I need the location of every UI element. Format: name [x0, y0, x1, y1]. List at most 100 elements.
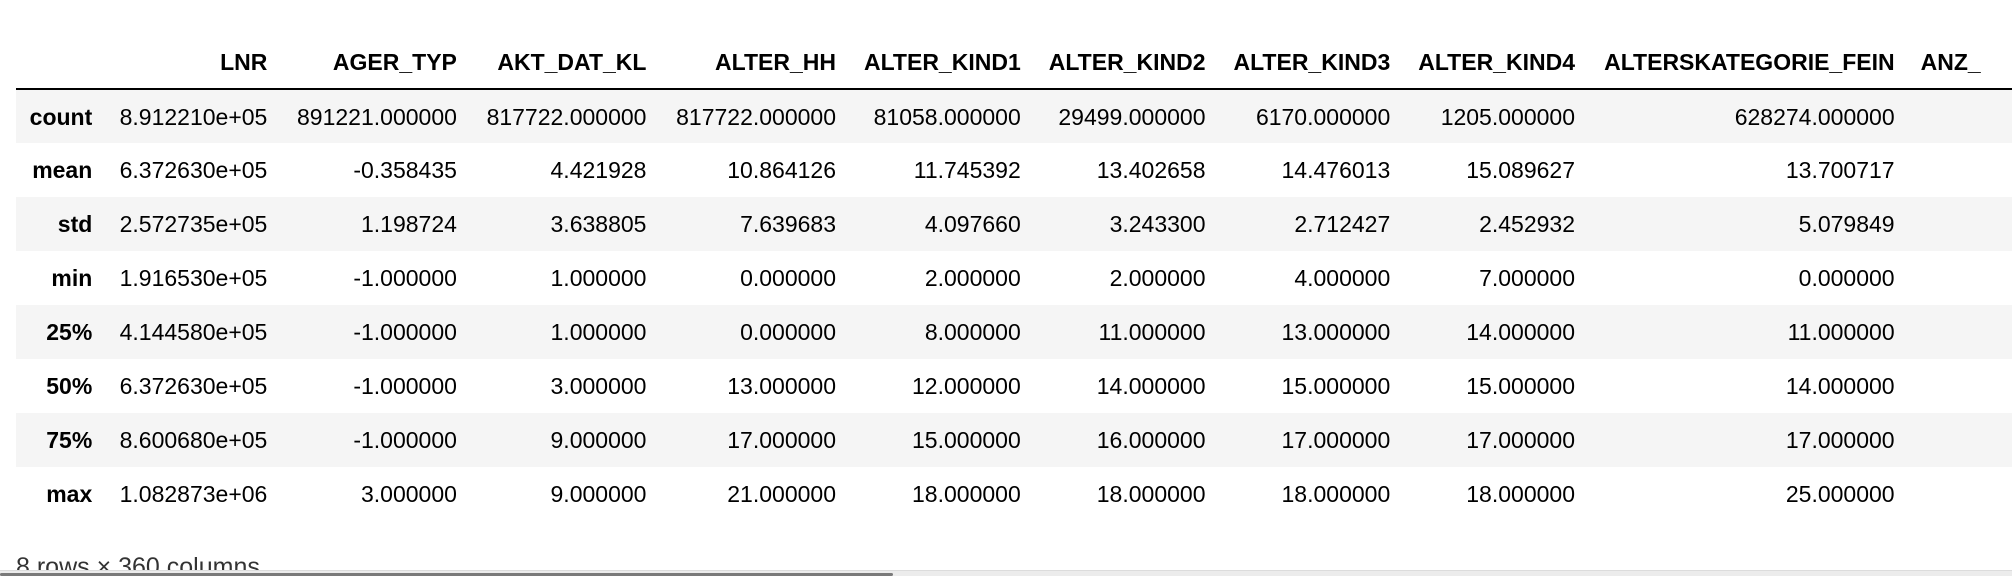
table-cell: 1.000000 [550, 264, 647, 291]
column-header: ALTER_KIND2 [1030, 36, 1216, 90]
table-cell: 15.000000 [1466, 372, 1575, 399]
table-cell: 11.745392 [913, 156, 1021, 183]
table-cell: 11.000000 [1787, 318, 1895, 345]
table-cell: 4.097660 [924, 210, 1021, 237]
table-cell: 4.144580e+05 [119, 318, 268, 345]
table-cell: 2.000000 [924, 264, 1021, 291]
table-cell: 15.000000 [912, 426, 1021, 453]
row-index-label: 75% [46, 426, 93, 453]
table-cell: 7.639683 [740, 210, 836, 237]
table-cell: 21.000000 [727, 480, 836, 507]
table-cell: 4.000000 [1294, 264, 1391, 291]
table-cell: 9.000000 [550, 426, 647, 453]
row-index-label: mean [32, 156, 93, 183]
table-cell: 628274.000000 [1734, 104, 1895, 130]
table-cell: 12.000000 [912, 372, 1021, 399]
table-cell: 6.372630e+05 [119, 372, 268, 399]
table-cell: 817722.000000 [676, 104, 836, 130]
column-header: ALTER_KIND3 [1215, 36, 1401, 90]
table-cell: 14.000000 [1466, 318, 1575, 345]
describe-dataframe-table: LNR AGER_TYP AKT_DAT_KL ALTER_HH ALTER_K… [16, 36, 2012, 521]
table-cell: 0.000000 [1798, 264, 1895, 291]
table-cell: 11.000000 [1098, 318, 1206, 345]
table-cell-truncated [1905, 359, 2012, 413]
horizontal-scrollbar-track[interactable] [0, 570, 2012, 576]
table-cell: 9.000000 [550, 480, 647, 507]
table-cell: 8.600680e+05 [119, 426, 268, 453]
table-cell: 2.572735e+05 [119, 210, 268, 237]
table-cell: 3.638805 [550, 210, 647, 237]
table-cell: -1.000000 [353, 264, 457, 291]
table-cell: 1.916530e+05 [119, 264, 268, 291]
table-cell: 0.000000 [740, 264, 836, 291]
column-header: ALTER_HH [656, 36, 846, 90]
table-cell: 14.476013 [1281, 156, 1391, 183]
table-cell-truncated [1905, 305, 2012, 359]
table-body: count 8.912210e+05 891221.000000 817722.… [16, 89, 2012, 521]
table-cell: 1.082873e+06 [119, 480, 268, 507]
table-cell-truncated [1905, 251, 2012, 305]
table-cell: 1205.000000 [1440, 104, 1575, 130]
table-cell: 891221.000000 [297, 104, 457, 130]
table-cell: 15.089627 [1466, 156, 1575, 183]
table-cell: -0.358435 [353, 156, 457, 183]
column-header: LNR [104, 36, 278, 90]
table-cell: 3.000000 [550, 372, 647, 399]
horizontal-scrollbar-thumb[interactable] [0, 573, 893, 576]
table-cell: 17.000000 [1281, 426, 1391, 453]
row-index-label: max [46, 480, 93, 507]
table-row: 50% 6.372630e+05 -1.000000 3.000000 13.0… [16, 359, 2012, 413]
table-cell: 5.079849 [1798, 210, 1895, 237]
table-cell: 8.912210e+05 [119, 104, 268, 130]
table-cell-truncated [1905, 89, 2012, 143]
table-cell: 10.864126 [727, 156, 836, 183]
table-cell: 17.000000 [1785, 426, 1895, 453]
table-row: max 1.082873e+06 3.000000 9.000000 21.00… [16, 467, 2012, 521]
table-cell: 2.452932 [1479, 210, 1575, 237]
row-index-label: 50% [46, 372, 93, 399]
column-header-truncated: ANZ_ [1904, 36, 2012, 90]
table-row: mean 6.372630e+05 -0.358435 4.421928 10.… [16, 143, 2012, 197]
table-cell: 817722.000000 [486, 104, 647, 130]
table-cell: 29499.000000 [1058, 104, 1206, 130]
table-cell: 13.700717 [1785, 156, 1895, 183]
table-cell: -1.000000 [353, 372, 457, 399]
table-cell: 3.243300 [1109, 210, 1206, 237]
table-cell: 25.000000 [1785, 480, 1895, 507]
table-cell: -1.000000 [353, 318, 457, 345]
table-cell: 18.000000 [912, 480, 1021, 507]
table-cell: 14.000000 [1096, 372, 1206, 399]
row-index-label: 25% [46, 318, 93, 345]
table-cell: 7.000000 [1479, 264, 1575, 291]
table-cell-truncated [1905, 143, 2012, 197]
table-cell-truncated [1905, 467, 2012, 521]
table-cell: 13.000000 [1281, 318, 1391, 345]
row-index-label: min [51, 264, 93, 291]
table-cell: 6.372630e+05 [119, 156, 268, 183]
table-cell: 13.402658 [1096, 156, 1206, 183]
table-cell: 81058.000000 [873, 104, 1021, 130]
table-cell: 17.000000 [727, 426, 836, 453]
table-cell: 6170.000000 [1255, 104, 1391, 130]
header-row: LNR AGER_TYP AKT_DAT_KL ALTER_HH ALTER_K… [16, 36, 2012, 90]
table-cell: 3.000000 [360, 480, 457, 507]
table-cell: 15.000000 [1281, 372, 1391, 399]
table-cell: 18.000000 [1096, 480, 1206, 507]
column-header: AKT_DAT_KL [466, 36, 657, 90]
table-row: 25% 4.144580e+05 -1.000000 1.000000 0.00… [16, 305, 2012, 359]
table-cell: -1.000000 [353, 426, 457, 453]
table-header: LNR AGER_TYP AKT_DAT_KL ALTER_HH ALTER_K… [16, 36, 2012, 90]
table-row: min 1.916530e+05 -1.000000 1.000000 0.00… [16, 251, 2012, 305]
table-cell: 1.000000 [550, 318, 647, 345]
index-header-blank [16, 36, 105, 90]
table-cell: 4.421928 [550, 156, 647, 183]
row-index-label: std [57, 210, 93, 237]
column-header: AGER_TYP [277, 36, 467, 90]
table-cell: 0.000000 [740, 318, 836, 345]
table-cell: 16.000000 [1096, 426, 1206, 453]
column-header: ALTERSKATEGORIE_FEIN [1585, 36, 1905, 90]
row-index-label: count [29, 104, 93, 130]
table-row: 75% 8.600680e+05 -1.000000 9.000000 17.0… [16, 413, 2012, 467]
table-cell: 18.000000 [1466, 480, 1575, 507]
